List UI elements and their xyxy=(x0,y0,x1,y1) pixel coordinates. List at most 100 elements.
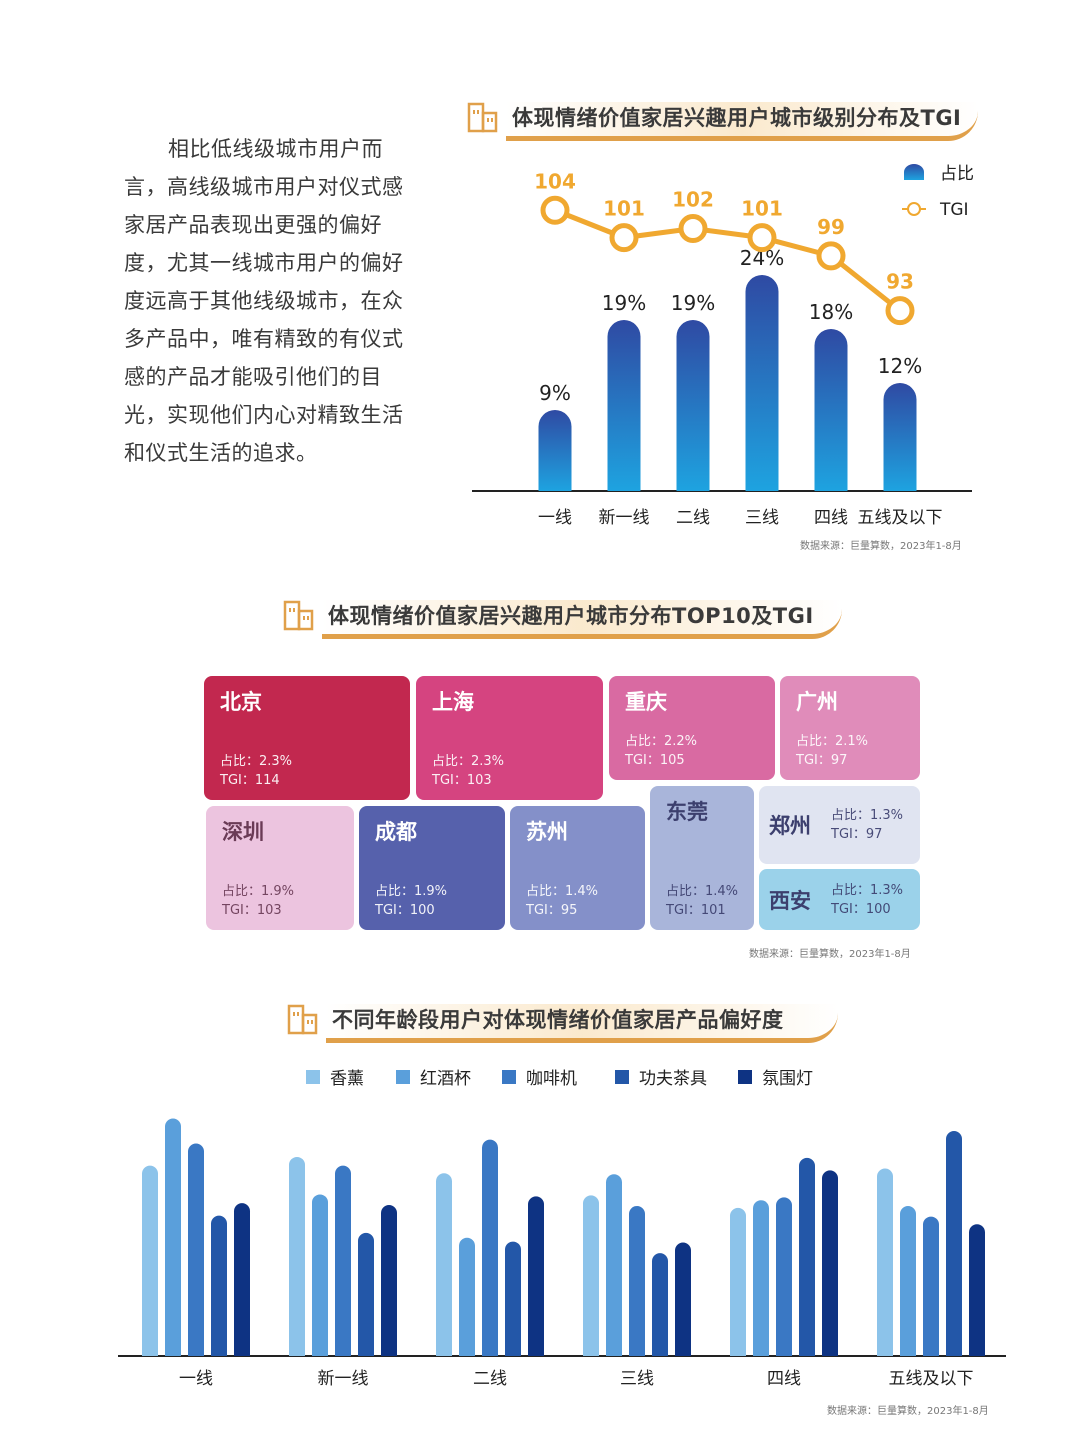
treemap-stat: 占比：1.9% TGI：100 xyxy=(375,882,447,920)
treemap-tgi: TGI：103 xyxy=(432,773,492,788)
section2-source: 数据来源：巨量算数，2023年1-8月 xyxy=(749,949,911,960)
treemap-share: 占比：1.9% xyxy=(222,884,295,899)
tgi-point xyxy=(540,195,570,225)
tier-label: 三线 xyxy=(745,508,779,528)
section3-title: 不同年龄段用户对体现情绪价值家居产品偏好度 xyxy=(286,998,838,1044)
tier-label: 四线 xyxy=(767,1369,801,1389)
preference-bar xyxy=(335,1165,351,1356)
treemap-stat: 占比：1.3% TGI：100 xyxy=(831,881,903,919)
share-bar xyxy=(745,275,779,491)
legend-swatch xyxy=(738,1070,752,1084)
treemap-tile: 深圳 占比：1.9% TGI：103 xyxy=(206,806,354,930)
legend-share-swatch xyxy=(904,164,924,180)
treemap-city: 上海 xyxy=(432,690,474,714)
treemap-tgi: TGI：100 xyxy=(831,901,891,917)
legend-label: 氛围灯 xyxy=(762,1069,813,1089)
preference-bar xyxy=(675,1242,691,1356)
treemap-stat: 占比：1.4% TGI：95 xyxy=(526,882,598,920)
treemap-city: 东莞 xyxy=(666,800,708,824)
tier-label: 一线 xyxy=(179,1369,213,1389)
tgi-label: 101 xyxy=(603,197,645,221)
treemap-city: 广州 xyxy=(796,690,838,714)
legend-label: 功夫茶具 xyxy=(639,1069,707,1089)
treemap-share: 占比：2.3% xyxy=(220,754,293,769)
preference-bar xyxy=(482,1139,498,1356)
preference-bar xyxy=(730,1207,746,1356)
treemap-tile: 东莞占比：1.4% TGI：101 xyxy=(650,786,754,930)
treemap-city: 苏州 xyxy=(526,820,568,844)
preference-bar xyxy=(436,1173,452,1356)
tgi-point xyxy=(609,223,639,253)
treemap-stat: 占比：2.3% TGI：114 xyxy=(220,752,292,790)
tgi-point xyxy=(816,241,846,271)
intro-paragraph: 相比低线级城市用户而言，高线级城市用户对仪式感家居产品表现出更强的偏好度，尤其一… xyxy=(124,137,404,465)
share-bar xyxy=(814,329,848,491)
treemap-share: 占比：1.9% xyxy=(375,884,448,899)
treemap-city: 成都 xyxy=(375,820,417,844)
preference-bar xyxy=(165,1118,181,1356)
preference-bar xyxy=(234,1203,250,1356)
tgi-label: 99 xyxy=(817,215,845,239)
preference-bar xyxy=(652,1253,668,1356)
treemap-tile: 成都占比：1.9% TGI：100 xyxy=(359,806,505,930)
building-icon xyxy=(287,1004,318,1035)
share-bar xyxy=(538,410,572,491)
treemap-city: 郑州 xyxy=(769,814,811,838)
preference-bar xyxy=(505,1241,521,1356)
legend-label: 咖啡机 xyxy=(526,1069,577,1089)
preference-bar xyxy=(877,1168,893,1356)
treemap-tile: 苏州占比：1.4% TGI：95 xyxy=(510,806,645,930)
treemap-stat: 占比：1.4% TGI：101 xyxy=(666,882,738,920)
preference-bar xyxy=(923,1216,939,1356)
treemap-tgi: TGI：105 xyxy=(625,753,685,768)
treemap-share: 占比：1.3% xyxy=(831,808,904,823)
treemap-share: 占比：2.1% xyxy=(796,734,869,749)
legend-share-label: 占比 xyxy=(940,164,974,184)
tgi-label: 104 xyxy=(534,169,576,193)
treemap-stat: 占比：1.3% TGI：97 xyxy=(831,806,903,844)
legend-swatch xyxy=(502,1070,516,1084)
preference-bar xyxy=(969,1224,985,1356)
preference-bar xyxy=(528,1196,544,1356)
treemap-tile: 上海占比：2.3% TGI：103 xyxy=(416,676,603,800)
preference-bar xyxy=(459,1237,475,1356)
section2-title-text: 体现情绪价值家居兴趣用户城市分布TOP10及TGI xyxy=(328,604,814,628)
preference-bar xyxy=(753,1200,769,1356)
section1-title-text: 体现情绪价值家居兴趣用户城市级别分布及TGI xyxy=(512,106,962,130)
treemap-tile: 重庆占比：2.2% TGI：105 xyxy=(609,676,775,780)
tgi-point xyxy=(747,223,777,253)
tier-label: 一线 xyxy=(538,508,572,528)
section2-title: 体现情绪价值家居兴趣用户城市分布TOP10及TGI xyxy=(282,594,842,640)
treemap-tgi: TGI：97 xyxy=(796,753,848,768)
share-bar xyxy=(676,320,710,491)
treemap-share: 占比：2.2% xyxy=(625,734,698,749)
treemap-tile: 西安 占比：1.3% TGI：100 xyxy=(759,869,920,930)
preference-bar xyxy=(142,1165,158,1356)
preference-bar xyxy=(358,1232,374,1356)
section1-title: 体现情绪价值家居兴趣用户城市级别分布及TGI xyxy=(466,96,978,142)
preference-bar xyxy=(583,1195,599,1356)
section3-title-text: 不同年龄段用户对体现情绪价值家居产品偏好度 xyxy=(332,1008,784,1032)
section3-source: 数据来源：巨量算数，2023年1-8月 xyxy=(827,1406,989,1417)
preference-bar xyxy=(946,1131,962,1356)
treemap-city: 重庆 xyxy=(625,690,667,714)
treemap-city: 深圳 xyxy=(222,820,264,844)
preference-bar xyxy=(799,1157,815,1356)
treemap-stat: 占比：2.1% TGI：97 xyxy=(796,732,868,770)
preference-bar xyxy=(381,1205,397,1356)
building-icon xyxy=(467,102,498,133)
tier-label: 二线 xyxy=(676,508,710,528)
treemap-share: 占比：1.4% xyxy=(666,884,739,899)
treemap-share: 占比：2.3% xyxy=(432,754,505,769)
treemap-tgi: TGI：101 xyxy=(666,903,726,918)
legend-label: 香薰 xyxy=(330,1069,364,1089)
preference-bar xyxy=(776,1197,792,1356)
share-label: 19% xyxy=(602,291,646,315)
legend-swatch xyxy=(396,1070,410,1084)
legend-swatch xyxy=(615,1070,629,1084)
treemap-tgi: TGI：114 xyxy=(220,773,280,788)
tgi-point xyxy=(885,296,915,326)
treemap-share: 占比：1.3% xyxy=(831,882,904,898)
preference-bar xyxy=(822,1170,838,1356)
